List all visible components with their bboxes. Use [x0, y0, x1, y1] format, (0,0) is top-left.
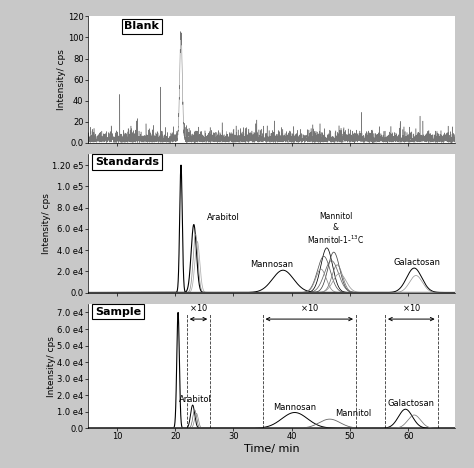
- Text: Galactosan: Galactosan: [388, 399, 435, 408]
- Y-axis label: Intensity/ cps: Intensity/ cps: [47, 336, 56, 397]
- Text: Standards: Standards: [95, 157, 159, 167]
- Text: Levoglucosan: Levoglucosan: [229, 312, 292, 321]
- X-axis label: Time/ min: Time/ min: [244, 444, 299, 454]
- Text: $\times$10: $\times$10: [402, 302, 421, 313]
- Text: Blank: Blank: [124, 22, 159, 31]
- Text: Sample: Sample: [95, 307, 141, 317]
- Text: $\times$10: $\times$10: [189, 302, 208, 313]
- Y-axis label: Intensity/ cps: Intensity/ cps: [57, 49, 66, 110]
- Text: Mannitol
&
Mannitol-1-$^{13}$C: Mannitol & Mannitol-1-$^{13}$C: [307, 212, 364, 246]
- Y-axis label: Intensity/ cps: Intensity/ cps: [42, 193, 51, 254]
- Text: Galactosan: Galactosan: [393, 258, 441, 267]
- Text: Mannitol: Mannitol: [336, 410, 372, 418]
- Text: Arabitol: Arabitol: [179, 395, 212, 404]
- Text: Arabitol: Arabitol: [207, 213, 240, 222]
- Text: Mannosan: Mannosan: [250, 260, 293, 269]
- Text: $\times$10: $\times$10: [300, 302, 319, 313]
- Text: Levoglucosan: Levoglucosan: [229, 166, 292, 175]
- Text: Mannosan: Mannosan: [273, 402, 316, 412]
